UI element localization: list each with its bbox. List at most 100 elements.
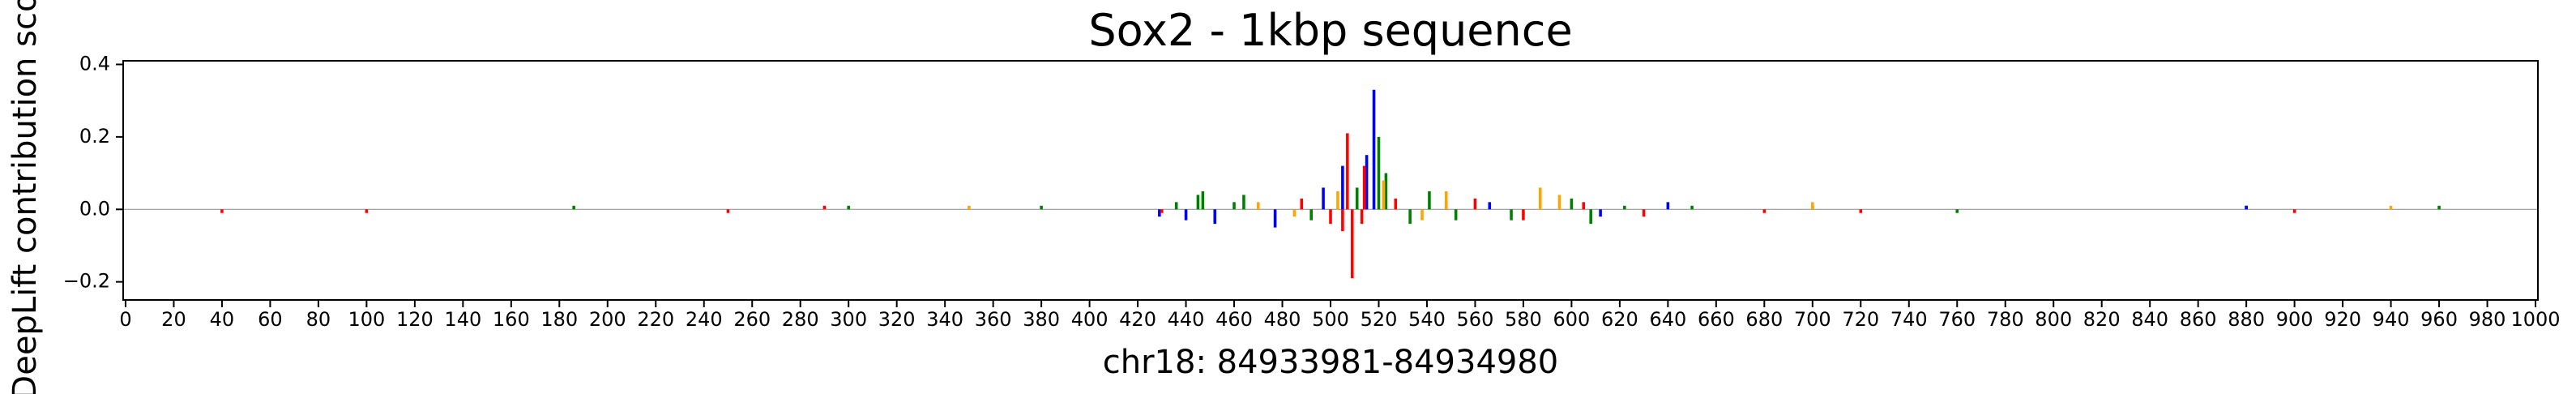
x-tick-label: 720 — [1842, 308, 1879, 331]
letter-T — [1859, 209, 1863, 213]
letter-A — [1955, 209, 1959, 213]
y-tick-label: 0.4 — [79, 52, 110, 75]
x-tick-label: 340 — [926, 308, 963, 331]
chart-title: Sox2 - 1kbp sequence — [1088, 5, 1572, 56]
letter-T — [726, 209, 730, 213]
letter-T — [1360, 209, 1364, 225]
letter-C — [1213, 209, 1217, 225]
letter-T — [1341, 209, 1344, 232]
letter-A — [572, 205, 575, 210]
x-tick-label: 740 — [1890, 308, 1928, 331]
letter-G — [1256, 202, 1260, 210]
x-tick-label: 200 — [589, 308, 626, 331]
x-tick-label: 380 — [1023, 308, 1060, 331]
x-tick-label: 500 — [1312, 308, 1349, 331]
x-tick-label: 240 — [686, 308, 723, 331]
letter-T — [365, 209, 369, 213]
x-tick-label: 580 — [1505, 308, 1542, 331]
letter-T — [1473, 198, 1477, 210]
letter-C — [1666, 202, 1670, 210]
x-tick-label: 960 — [2420, 308, 2458, 331]
x-tick-label: 840 — [2131, 308, 2168, 331]
x-tick-label: 60 — [258, 308, 283, 331]
letter-A — [1408, 209, 1412, 225]
letter-T — [1362, 165, 1366, 210]
letter-C — [1341, 165, 1344, 210]
letter-T — [220, 209, 224, 213]
letter-T — [1642, 209, 1646, 217]
letter-T — [2292, 209, 2296, 213]
letter-A — [1510, 209, 1513, 221]
letter-T — [1522, 209, 1525, 221]
letter-T — [1329, 209, 1332, 225]
letter-G — [1538, 187, 1542, 210]
x-tick-label: 900 — [2276, 308, 2313, 331]
x-tick-label: 600 — [1553, 308, 1590, 331]
x-tick-label: 460 — [1215, 308, 1253, 331]
letter-T — [822, 205, 827, 210]
letter-A — [1174, 202, 1178, 210]
x-tick-label: 520 — [1361, 308, 1398, 331]
x-tick-label: 940 — [2373, 308, 2410, 331]
letter-C — [1184, 209, 1188, 221]
letter-T — [1762, 209, 1766, 213]
letter-A — [1196, 195, 1200, 210]
letter-T — [1346, 133, 1349, 210]
x-tick-label: 300 — [830, 308, 867, 331]
x-tick-label: 860 — [2180, 308, 2217, 331]
x-tick-label: 680 — [1745, 308, 1783, 331]
x-tick-label: 260 — [733, 308, 771, 331]
x-tick-label: 140 — [444, 308, 481, 331]
x-tick-label: 760 — [1938, 308, 1976, 331]
letter-A — [1589, 209, 1592, 225]
x-tick-label: 820 — [2083, 308, 2121, 331]
letter-A — [1232, 202, 1236, 210]
x-tick-label: 40 — [210, 308, 235, 331]
letter-G — [1444, 191, 1448, 210]
letter-C — [1322, 187, 1325, 210]
letter-A — [1309, 209, 1313, 221]
plot-frame — [122, 60, 2539, 301]
y-tick-label: 0.2 — [79, 125, 110, 148]
x-tick-label: 780 — [1987, 308, 2024, 331]
x-tick-label: 280 — [782, 308, 819, 331]
letter-A — [1623, 205, 1626, 210]
letter-A — [1040, 205, 1043, 210]
letter-A — [1454, 209, 1458, 221]
x-tick-label: 320 — [878, 308, 916, 331]
x-tick-label: 400 — [1071, 308, 1109, 331]
x-tick-label: 980 — [2469, 308, 2506, 331]
x-tick-label: 560 — [1457, 308, 1494, 331]
letter-G — [968, 205, 971, 210]
x-tick-label: 920 — [2324, 308, 2361, 331]
x-axis-label: chr18: 84933981-84934980 — [1103, 344, 1559, 381]
letter-G — [1292, 209, 1297, 217]
x-tick-label: 180 — [540, 308, 578, 331]
letter-C — [2245, 205, 2248, 210]
letter-A — [1428, 191, 1431, 210]
x-tick-label: 700 — [1794, 308, 1831, 331]
letter-G — [2389, 205, 2393, 210]
x-tick-label: 480 — [1264, 308, 1301, 331]
letter-A — [847, 205, 850, 210]
x-tick-label: 80 — [306, 308, 331, 331]
letter-T — [1300, 198, 1304, 210]
letter-G — [1811, 202, 1814, 210]
letter-T — [1394, 198, 1398, 210]
letter-A — [1570, 198, 1574, 210]
x-tick-label: 660 — [1698, 308, 1735, 331]
letter-A — [1242, 195, 1245, 210]
letter-G — [1382, 180, 1386, 210]
letter-A — [1201, 191, 1205, 210]
x-tick-label: 800 — [2035, 308, 2072, 331]
x-tick-label: 420 — [1119, 308, 1156, 331]
letter-T — [1582, 202, 1586, 210]
x-tick-label: 540 — [1408, 308, 1446, 331]
letter-C — [1273, 209, 1277, 228]
x-tick-label: 100 — [348, 308, 385, 331]
letter-G — [1336, 191, 1339, 210]
letter-C — [1365, 155, 1369, 210]
x-tick-label: 1000 — [2510, 308, 2560, 331]
letter-C — [1372, 89, 1376, 210]
letter-A — [1355, 187, 1359, 210]
